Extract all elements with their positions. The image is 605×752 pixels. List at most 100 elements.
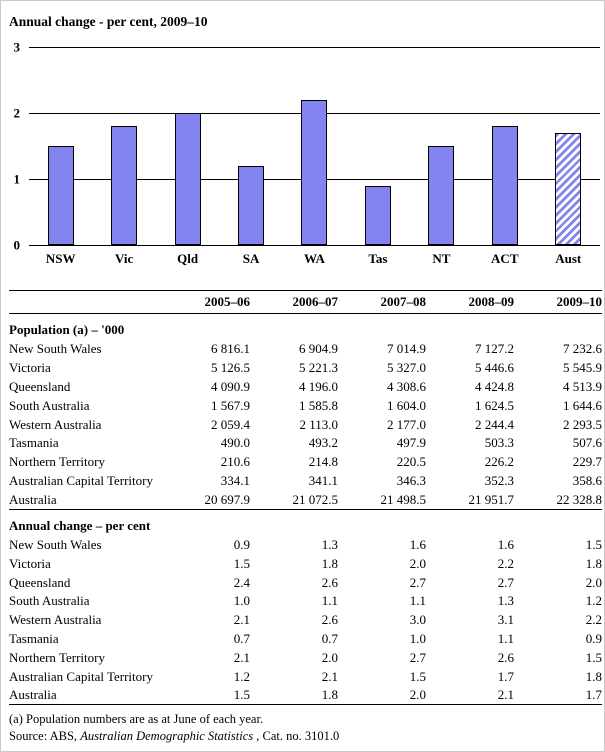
row-label: South Australia — [9, 593, 90, 609]
gridline-y-3 — [29, 47, 600, 48]
cell-value: 3.0 — [409, 612, 426, 628]
row-label: Northern Territory — [9, 649, 105, 665]
x-axis-label-act: ACT — [491, 251, 519, 266]
cell-value: 6 816.1 — [211, 341, 250, 357]
cell-value: 2 244.4 — [475, 416, 514, 432]
cell-value: 214.8 — [308, 454, 338, 470]
row-label: Tasmania — [9, 435, 59, 451]
cell-value: 2.1 — [233, 612, 250, 628]
column-header-2005-06: 2005–06 — [162, 290, 250, 314]
bar-qld — [174, 113, 201, 245]
row-label: New South Wales — [9, 537, 102, 553]
table-row: Queensland 2.4 2.6 2.7 2.7 2.0 — [9, 573, 602, 592]
cell-value: 22 328.8 — [514, 490, 602, 510]
cell-value: 6 904.9 — [299, 341, 338, 357]
cell-value: 1.3 — [321, 537, 338, 553]
cell-value: 0.7 — [233, 631, 250, 647]
cell-value: 2.2 — [497, 555, 514, 571]
bar-slot-sa — [219, 47, 282, 245]
cell-value: 1.5 — [585, 649, 602, 665]
chart-title: Annual change - per cent, 2009–10 — [9, 14, 208, 29]
cell-value: 334.1 — [220, 472, 250, 488]
cell-value: 210.6 — [220, 454, 250, 470]
cell-value: 341.1 — [308, 472, 338, 488]
cell-value: 0.9 — [233, 537, 250, 553]
bar-slot-wa — [283, 47, 346, 245]
table-row: South Australia 1.0 1.1 1.1 1.3 1.2 — [9, 592, 602, 611]
cell-value: 2.7 — [497, 574, 514, 590]
bar-chart-figure: Annual change - per cent, 2009–10 0 1 2 3 N… — [1, 1, 604, 267]
cell-value: 2 293.5 — [563, 416, 602, 432]
source-publication-title: Australian Demographic Statistics — [80, 729, 254, 744]
cell-value: 1.3 — [497, 593, 514, 609]
x-axis-label-wa: WA — [303, 251, 325, 266]
cell-value: 20 697.9 — [162, 490, 250, 510]
cell-value: 1 604.0 — [387, 397, 426, 413]
cell-value: 1.6 — [497, 537, 514, 553]
cell-value: 5 446.6 — [475, 360, 514, 376]
chart-plot-area: 0 1 2 3 — [14, 41, 600, 252]
cell-value: 1.0 — [233, 593, 250, 609]
cell-value: 2.6 — [321, 574, 338, 590]
chart-x-axis-labels: NSW Vic Qld SA WA Tas NT ACT Aust — [29, 251, 600, 267]
cell-value: 7 127.2 — [475, 341, 514, 357]
cell-value: 1.5 — [585, 537, 602, 553]
cell-value: 1.7 — [497, 668, 514, 684]
bar-sa — [238, 165, 265, 245]
column-header-2008-09: 2008–09 — [426, 290, 514, 314]
x-axis-label-nt: NT — [432, 251, 451, 266]
x-axis-label-sa: SA — [242, 251, 260, 266]
cell-value: 2.1 — [321, 668, 338, 684]
table-header-row: 2005–06 2006–07 2007–08 2008–09 2009–10 — [9, 290, 602, 314]
column-header-blank — [9, 290, 162, 314]
cell-value: 1 624.5 — [475, 397, 514, 413]
bar-nsw — [47, 146, 74, 245]
cell-value: 5 126.5 — [211, 360, 250, 376]
table-row: Tasmania 490.0 493.2 497.9 503.3 507.6 — [9, 434, 602, 453]
cell-value: 2.4 — [233, 574, 250, 590]
table-row: Western Australia 2 059.4 2 113.0 2 177.0 2 … — [9, 415, 602, 434]
row-label: Australia — [9, 686, 162, 706]
row-label: Australia — [9, 490, 162, 510]
section-header-row-0: Population (a) – '000 — [9, 314, 602, 341]
footnotes: (a) Population numbers are as at June of… — [9, 711, 596, 745]
cell-value: 7 014.9 — [387, 341, 426, 357]
row-label: Victoria — [9, 555, 51, 571]
cell-value: 1.8 — [585, 668, 602, 684]
table-row: South Australia 1 567.9 1 585.8 1 604.0 1 62… — [9, 396, 602, 415]
row-label: Northern Territory — [9, 454, 105, 470]
cell-value: 358.6 — [572, 472, 602, 488]
cell-value: 4 308.6 — [387, 378, 426, 394]
cell-value: 1.1 — [497, 631, 514, 647]
section-header-row-1: Annual change – per cent — [9, 509, 602, 536]
table-row: Western Australia 2.1 2.6 3.0 3.1 2.2 — [9, 611, 602, 630]
cell-value: 4 513.9 — [563, 378, 602, 394]
table-row: Australian Capital Territory 334.1 341.1 34… — [9, 472, 602, 491]
cell-value: 4 424.8 — [475, 378, 514, 394]
cell-value: 5 545.9 — [563, 360, 602, 376]
cell-value: 352.3 — [484, 472, 514, 488]
x-axis-label-vic: Vic — [115, 251, 134, 266]
cell-value: 507.6 — [572, 435, 602, 451]
cell-value: 2.0 — [585, 574, 602, 590]
bar-slot-act — [473, 47, 536, 245]
row-label: Queensland — [9, 574, 71, 590]
cell-value: 2.0 — [409, 555, 426, 571]
cell-value: 21 498.5 — [338, 490, 426, 510]
y-axis-tick-label-1: 1 — [13, 171, 21, 187]
source-note: Source: ABS, Australian Demographic Stat… — [9, 728, 596, 745]
table-row: Tasmania 0.7 0.7 1.0 1.1 0.9 — [9, 630, 602, 649]
bar-slot-qld — [156, 47, 219, 245]
table-row: Northern Territory 2.1 2.0 2.7 2.6 1.5 — [9, 648, 602, 667]
cell-value: 226.2 — [484, 454, 514, 470]
cell-value: 2.0 — [321, 649, 338, 665]
cell-value: 346.3 — [396, 472, 426, 488]
row-label: Queensland — [9, 378, 71, 394]
cell-value: 229.7 — [572, 454, 602, 470]
cell-value: 2 177.0 — [387, 416, 426, 432]
cell-value: 7 232.6 — [563, 341, 602, 357]
row-label: Victoria — [9, 360, 51, 376]
cell-value: 2.6 — [497, 649, 514, 665]
row-label: Western Australia — [9, 416, 102, 432]
